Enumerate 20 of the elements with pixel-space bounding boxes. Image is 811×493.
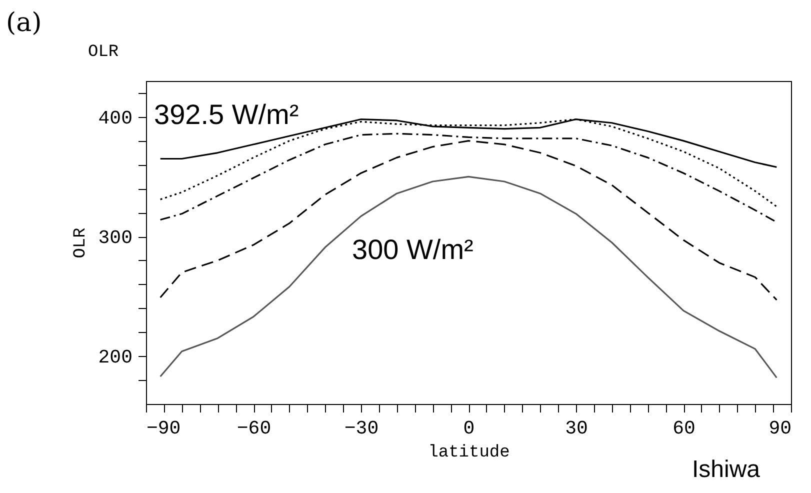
x-tick-label: 90 (768, 418, 792, 440)
y-tick-label: 400 (98, 107, 132, 130)
y-axis-title: OLR (71, 228, 90, 258)
line-series (160, 140, 778, 301)
x-tick-label: −90 (146, 418, 181, 440)
line-series (160, 132, 778, 223)
annotation: 300 W/m² (352, 234, 474, 265)
x-tick-label: −60 (236, 418, 272, 440)
x-tick-label: −30 (344, 418, 379, 440)
x-tick-label: 60 (672, 418, 696, 440)
annotation: 392.5 W/m² (154, 99, 299, 130)
text: Ishiwa (692, 456, 761, 483)
y-tick-label: 200 (98, 346, 132, 369)
x-tick-label: 30 (565, 418, 588, 440)
text: (a) (6, 8, 42, 38)
y-tick-label: 300 (98, 227, 132, 250)
chart-title: OLR (88, 43, 119, 62)
x-axis-title: latitude (428, 444, 510, 462)
x-tick-label: 0 (463, 418, 475, 440)
line-series (160, 176, 778, 378)
